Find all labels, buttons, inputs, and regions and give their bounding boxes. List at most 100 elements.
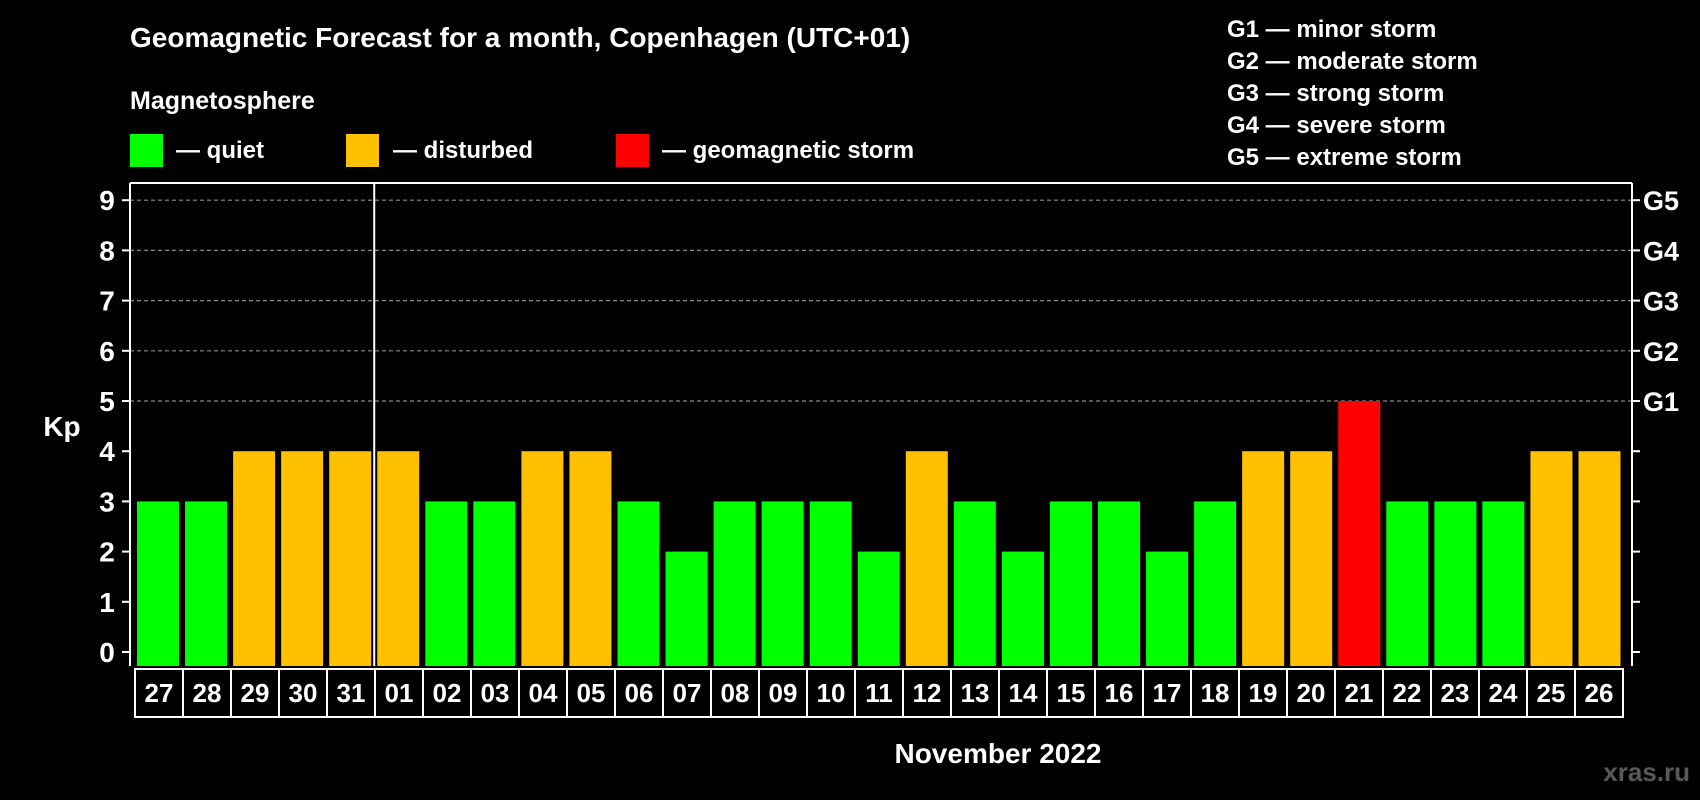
y-tick-label-1: 1 bbox=[99, 587, 115, 618]
section-label: Magnetosphere bbox=[130, 87, 315, 115]
x-tick-label-30: 30 bbox=[289, 678, 318, 708]
x-tick-label-21: 21 bbox=[1345, 678, 1374, 708]
x-tick-label-10: 10 bbox=[817, 678, 846, 708]
x-tick-label-15: 15 bbox=[1057, 678, 1086, 708]
chart-title: Geomagnetic Forecast for a month, Copenh… bbox=[130, 22, 910, 53]
x-tick-label-31: 31 bbox=[337, 678, 366, 708]
x-tick-label-20: 20 bbox=[1297, 678, 1326, 708]
x-tick-label-22: 22 bbox=[1393, 678, 1422, 708]
storm-scale-g1: G1 — minor storm bbox=[1227, 16, 1436, 43]
storm-scale-g2: G2 — moderate storm bbox=[1227, 48, 1478, 75]
y-axis-label: Kp bbox=[43, 411, 80, 442]
x-tick-label-25: 25 bbox=[1537, 678, 1566, 708]
storm-scale-legend: G1 — minor storm G2 — moderate storm G3 … bbox=[1227, 16, 1478, 171]
x-tick-label-23: 23 bbox=[1441, 678, 1470, 708]
storm-scale-g4: G4 — severe storm bbox=[1227, 112, 1446, 139]
x-tick-label-13: 13 bbox=[961, 678, 990, 708]
bar-15 bbox=[1049, 501, 1092, 666]
y-tick-label-2: 2 bbox=[99, 537, 115, 568]
legend-label-quiet: — quiet bbox=[176, 137, 264, 164]
x-tick-label-26: 26 bbox=[1585, 678, 1614, 708]
x-tick-label-03: 03 bbox=[481, 678, 510, 708]
legend-label-storm: — geomagnetic storm bbox=[662, 137, 914, 164]
axes bbox=[122, 182, 1640, 666]
legend-swatch-disturbed bbox=[346, 134, 379, 167]
storm-level-label-g2: G2 bbox=[1643, 337, 1679, 367]
legend-swatch-quiet bbox=[130, 134, 163, 167]
storm-scale-g5: G5 — extreme storm bbox=[1227, 144, 1462, 171]
bar-13 bbox=[953, 501, 996, 666]
x-tick-label-29: 29 bbox=[241, 678, 270, 708]
legend-swatch-storm bbox=[616, 134, 649, 167]
bar-03 bbox=[473, 501, 516, 666]
x-tick-label-01: 01 bbox=[385, 678, 414, 708]
y-tick-label-8: 8 bbox=[99, 235, 115, 266]
x-tick-label-07: 07 bbox=[673, 678, 702, 708]
bar-05 bbox=[569, 451, 612, 666]
x-tick-label-18: 18 bbox=[1201, 678, 1230, 708]
bar-30 bbox=[281, 451, 324, 666]
x-tick-label-11: 11 bbox=[865, 678, 893, 708]
bar-10 bbox=[809, 501, 852, 666]
y-tick-label-4: 4 bbox=[99, 436, 115, 467]
bar-22 bbox=[1386, 501, 1429, 666]
bar-02 bbox=[425, 501, 468, 666]
storm-level-label-g3: G3 bbox=[1643, 287, 1679, 317]
storm-level-label-g5: G5 bbox=[1643, 186, 1679, 216]
x-axis-label: November 2022 bbox=[894, 738, 1101, 769]
y-tick-label-9: 9 bbox=[99, 185, 115, 216]
bar-20 bbox=[1290, 451, 1333, 666]
x-tick-label-04: 04 bbox=[529, 678, 558, 708]
legend-label-disturbed: — disturbed bbox=[393, 137, 533, 164]
grid-lines bbox=[130, 199, 1632, 402]
x-tick-label-17: 17 bbox=[1153, 678, 1182, 708]
bar-29 bbox=[233, 451, 276, 666]
y-tick-label-6: 6 bbox=[99, 336, 115, 367]
x-tick-label-19: 19 bbox=[1249, 678, 1278, 708]
x-tick-label-02: 02 bbox=[433, 678, 462, 708]
y-tick-label-5: 5 bbox=[99, 386, 115, 417]
x-tick-label-08: 08 bbox=[721, 678, 750, 708]
x-tick-label-16: 16 bbox=[1105, 678, 1134, 708]
bar-01 bbox=[377, 451, 420, 666]
bar-12 bbox=[905, 451, 948, 666]
bar-09 bbox=[761, 501, 804, 666]
bar-21 bbox=[1338, 401, 1381, 666]
x-tick-label-09: 09 bbox=[769, 678, 798, 708]
storm-level-label-g1: G1 bbox=[1643, 387, 1679, 417]
bar-16 bbox=[1098, 501, 1140, 666]
bar-19 bbox=[1242, 451, 1285, 666]
x-tick-label-05: 05 bbox=[577, 678, 606, 708]
y-tick-label-7: 7 bbox=[99, 286, 115, 317]
bar-06 bbox=[617, 501, 660, 666]
bar-18 bbox=[1194, 501, 1237, 666]
bar-08 bbox=[713, 501, 756, 666]
bar-26 bbox=[1578, 451, 1621, 666]
y-tick-label-0: 0 bbox=[99, 637, 115, 668]
bars bbox=[137, 401, 1621, 666]
storm-scale-g3: G3 — strong storm bbox=[1227, 80, 1444, 107]
legend: — quiet — disturbed — geomagnetic storm bbox=[130, 134, 914, 167]
bar-27 bbox=[137, 501, 179, 666]
bar-23 bbox=[1434, 501, 1477, 666]
bar-07 bbox=[665, 551, 708, 666]
bar-25 bbox=[1530, 451, 1573, 666]
x-tick-label-12: 12 bbox=[913, 678, 942, 708]
y-tick-labels: 0 1 2 3 4 5 6 7 8 9 bbox=[99, 185, 115, 668]
watermark: xras.ru bbox=[1603, 757, 1690, 787]
date-box-frame bbox=[134, 668, 1624, 718]
bar-04 bbox=[521, 451, 564, 666]
x-tick-label-24: 24 bbox=[1489, 678, 1518, 708]
x-tick-labels: 27 28 29 30 31 01 02 03 04 05 06 07 08 09 10 11 12 13 14 15… bbox=[134, 668, 1624, 718]
bar-24 bbox=[1482, 501, 1525, 666]
bar-31 bbox=[329, 451, 372, 666]
x-tick-label-27: 27 bbox=[145, 678, 174, 708]
x-tick-label-06: 06 bbox=[625, 678, 654, 708]
storm-level-label-g4: G4 bbox=[1643, 236, 1679, 266]
bar-14 bbox=[1001, 551, 1044, 666]
x-tick-label-28: 28 bbox=[193, 678, 222, 708]
bar-17 bbox=[1146, 551, 1189, 666]
bar-11 bbox=[857, 551, 900, 666]
bar-28 bbox=[185, 501, 228, 666]
